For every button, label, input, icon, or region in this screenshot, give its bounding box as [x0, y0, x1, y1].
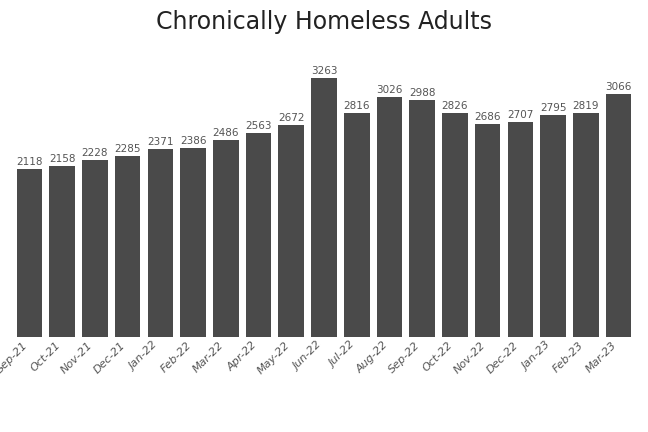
Text: 2988: 2988	[409, 88, 435, 98]
Bar	[606, 94, 631, 337]
Text: 2158: 2158	[49, 154, 75, 164]
Text: 2118: 2118	[16, 157, 43, 167]
Text: 3263: 3263	[311, 66, 337, 76]
Bar	[279, 125, 304, 337]
Bar	[475, 124, 500, 337]
Text: 2826: 2826	[442, 101, 469, 111]
Bar	[213, 140, 238, 337]
Text: 3066: 3066	[605, 82, 632, 92]
Bar	[180, 147, 206, 337]
Text: 3026: 3026	[376, 85, 402, 95]
Bar	[344, 113, 369, 337]
Bar	[376, 97, 402, 337]
Text: 2819: 2819	[573, 101, 599, 111]
Text: 2563: 2563	[246, 121, 272, 131]
Text: 2228: 2228	[82, 148, 108, 158]
Bar	[49, 165, 75, 337]
Bar	[115, 156, 141, 337]
Bar	[17, 169, 42, 337]
Bar	[410, 100, 435, 337]
Bar	[246, 133, 272, 337]
Text: 2707: 2707	[507, 110, 533, 120]
Text: 2672: 2672	[278, 113, 305, 123]
Bar	[442, 113, 468, 337]
Text: 2686: 2686	[474, 112, 501, 122]
Bar	[82, 160, 108, 337]
Bar	[148, 149, 173, 337]
Bar	[540, 115, 566, 337]
Bar	[573, 113, 599, 337]
Text: 2486: 2486	[213, 127, 239, 138]
Text: 2371: 2371	[147, 137, 174, 147]
Bar	[507, 122, 533, 337]
Text: 2816: 2816	[343, 102, 370, 111]
Title: Chronically Homeless Adults: Chronically Homeless Adults	[156, 10, 492, 34]
Text: 2795: 2795	[540, 103, 566, 113]
Bar	[311, 78, 337, 337]
Text: 2285: 2285	[114, 143, 141, 153]
Text: 2386: 2386	[179, 136, 206, 146]
